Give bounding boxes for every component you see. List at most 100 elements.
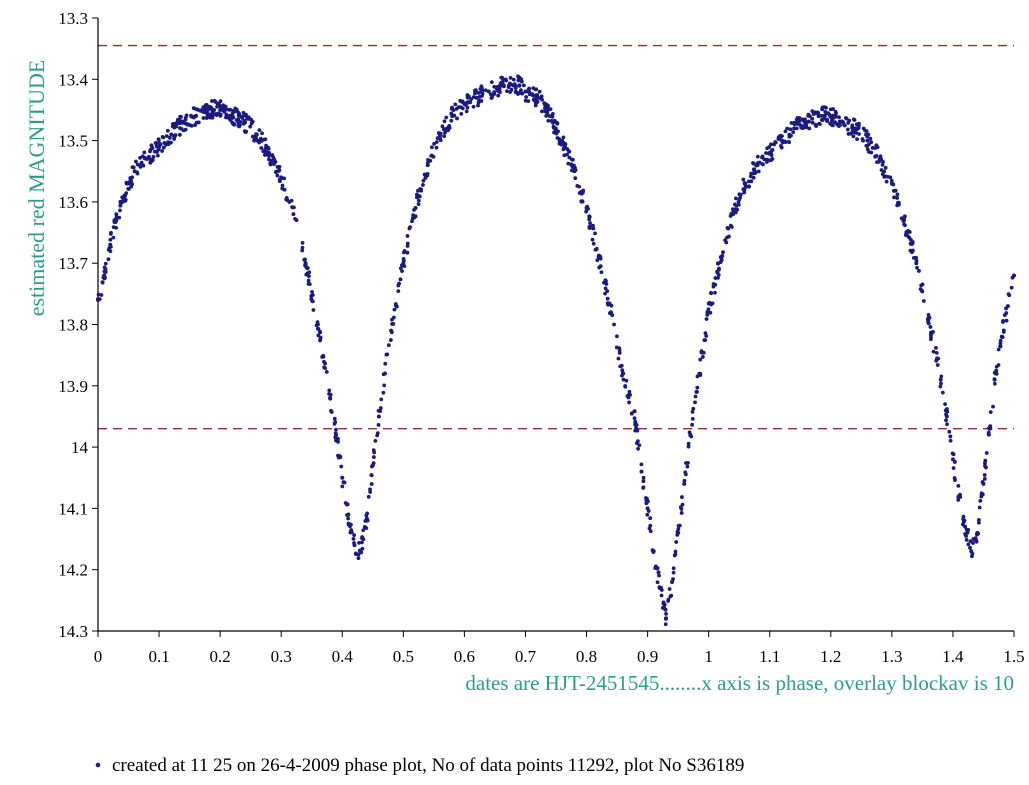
data-point — [926, 313, 931, 317]
data-point — [708, 310, 713, 315]
data-point — [405, 250, 410, 255]
data-point — [676, 523, 681, 528]
data-point — [435, 136, 440, 141]
data-point — [220, 107, 225, 112]
data-point — [108, 249, 113, 254]
data-point — [364, 516, 369, 521]
data-point — [300, 248, 305, 253]
data-point — [663, 622, 668, 627]
y-axis-label: estimated red MAGNITUDE — [24, 60, 49, 317]
data-point — [154, 144, 159, 149]
data-point — [229, 117, 234, 122]
data-point — [107, 246, 112, 250]
data-point — [103, 267, 108, 271]
data-point — [831, 107, 835, 111]
data-point — [705, 312, 710, 317]
data-point — [345, 513, 349, 517]
data-point — [248, 124, 253, 129]
data-point — [305, 271, 310, 276]
data-point — [950, 451, 955, 456]
data-point — [668, 594, 673, 599]
data-point — [495, 88, 500, 93]
data-point — [234, 118, 239, 122]
data-point — [282, 176, 287, 181]
data-point — [982, 477, 987, 481]
data-point — [561, 140, 566, 145]
data-point — [573, 176, 578, 181]
data-point — [891, 182, 896, 187]
data-point — [742, 181, 747, 185]
data-point — [892, 195, 897, 200]
data-point — [490, 93, 495, 98]
x-tick-label: 0.4 — [332, 647, 354, 666]
data-point — [587, 225, 592, 230]
data-point — [720, 253, 725, 258]
x-tick-label: 1.3 — [881, 647, 902, 666]
data-point — [939, 374, 944, 379]
data-point — [375, 433, 380, 438]
data-point — [254, 132, 258, 137]
data-point — [210, 107, 215, 112]
data-point — [675, 529, 680, 534]
data-point — [357, 548, 362, 553]
data-point — [340, 475, 345, 480]
data-point — [381, 372, 386, 377]
data-point — [947, 429, 952, 434]
data-point — [593, 231, 597, 236]
data-point — [690, 410, 695, 414]
data-point — [760, 154, 765, 159]
data-point — [231, 122, 236, 127]
data-point — [851, 117, 856, 122]
data-point — [991, 404, 995, 409]
data-point — [113, 220, 118, 225]
data-point — [196, 120, 201, 125]
data-point — [686, 460, 690, 465]
data-point — [376, 423, 381, 427]
data-point — [902, 222, 907, 227]
data-point — [934, 345, 938, 350]
data-point — [825, 119, 830, 123]
data-point — [830, 123, 835, 128]
data-point — [242, 129, 247, 134]
data-point — [686, 441, 691, 446]
data-point — [661, 601, 666, 606]
data-point — [562, 146, 566, 150]
data-point — [311, 308, 316, 312]
data-point — [414, 195, 419, 200]
data-point — [794, 126, 799, 131]
data-point — [360, 546, 365, 551]
data-point — [172, 125, 177, 130]
data-point — [869, 140, 874, 145]
data-point — [486, 89, 491, 94]
data-point — [738, 192, 743, 197]
data-point — [524, 95, 529, 99]
data-point — [108, 237, 113, 242]
data-point — [992, 381, 997, 386]
data-point — [851, 134, 856, 139]
data-point — [830, 118, 834, 123]
data-point — [596, 254, 601, 258]
data-point — [639, 469, 644, 474]
data-point — [542, 106, 547, 110]
data-point — [131, 165, 136, 170]
data-point — [956, 498, 961, 502]
data-point — [810, 120, 815, 125]
data-point — [496, 93, 501, 98]
data-point — [356, 556, 361, 560]
data-point — [468, 100, 473, 105]
data-point — [250, 119, 255, 124]
data-point — [667, 587, 672, 591]
x-tick-label: 0.8 — [576, 647, 597, 666]
data-point — [310, 293, 315, 297]
data-point — [806, 113, 811, 118]
data-point — [821, 113, 826, 118]
data-point — [910, 241, 915, 246]
data-point — [880, 163, 885, 167]
data-point — [593, 247, 598, 252]
data-point — [721, 250, 725, 255]
data-point — [533, 103, 538, 108]
data-point — [391, 322, 396, 326]
data-point — [587, 214, 592, 219]
data-point — [396, 289, 401, 294]
data-point — [857, 132, 861, 136]
